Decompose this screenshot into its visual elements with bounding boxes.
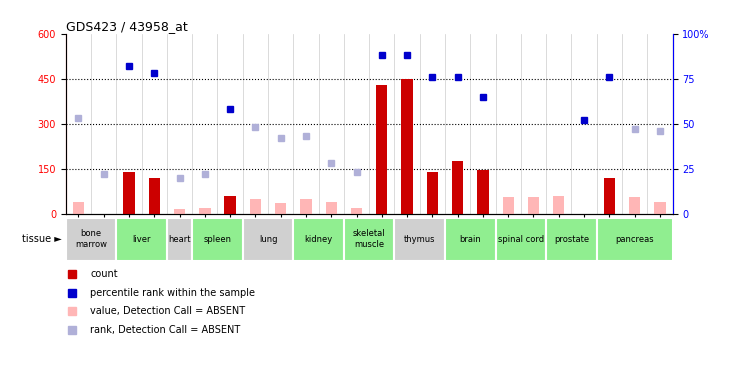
Text: percentile rank within the sample: percentile rank within the sample bbox=[90, 288, 255, 297]
Bar bbox=[445, 217, 496, 261]
Text: prostate: prostate bbox=[554, 235, 589, 244]
Bar bbox=[654, 202, 665, 214]
Text: brain: brain bbox=[459, 235, 481, 244]
Bar bbox=[452, 161, 463, 214]
Bar bbox=[300, 199, 311, 214]
Bar bbox=[351, 208, 362, 214]
Text: pancreas: pancreas bbox=[616, 235, 654, 244]
Bar bbox=[66, 217, 116, 261]
Text: kidney: kidney bbox=[305, 235, 333, 244]
Bar bbox=[167, 217, 192, 261]
Bar bbox=[124, 172, 135, 214]
Bar bbox=[344, 217, 395, 261]
Text: bone
marrow: bone marrow bbox=[75, 230, 107, 249]
Bar bbox=[293, 217, 344, 261]
Text: tissue ►: tissue ► bbox=[23, 234, 62, 244]
Bar bbox=[401, 79, 413, 214]
Bar bbox=[275, 203, 287, 214]
Text: count: count bbox=[90, 269, 118, 279]
Bar bbox=[629, 197, 640, 214]
Bar bbox=[148, 178, 160, 214]
Bar bbox=[116, 217, 167, 261]
Text: lung: lung bbox=[259, 235, 277, 244]
Bar bbox=[73, 202, 84, 214]
Bar bbox=[395, 217, 445, 261]
Text: rank, Detection Call = ABSENT: rank, Detection Call = ABSENT bbox=[90, 325, 240, 335]
Bar bbox=[604, 178, 615, 214]
Bar bbox=[199, 208, 211, 214]
Bar bbox=[496, 217, 546, 261]
Bar bbox=[546, 217, 596, 261]
Text: liver: liver bbox=[132, 235, 151, 244]
Bar bbox=[376, 85, 387, 214]
Text: heart: heart bbox=[168, 235, 191, 244]
Text: skeletal
muscle: skeletal muscle bbox=[353, 230, 385, 249]
Text: spinal cord: spinal cord bbox=[498, 235, 544, 244]
Text: GDS423 / 43958_at: GDS423 / 43958_at bbox=[66, 20, 188, 33]
Bar bbox=[528, 197, 539, 214]
Bar bbox=[325, 202, 337, 214]
Bar bbox=[477, 170, 488, 214]
Bar bbox=[427, 172, 438, 214]
Bar bbox=[250, 199, 261, 214]
Bar bbox=[596, 217, 673, 261]
Bar bbox=[243, 217, 293, 261]
Bar bbox=[224, 196, 236, 214]
Bar bbox=[553, 196, 564, 214]
Bar bbox=[192, 217, 243, 261]
Text: spleen: spleen bbox=[203, 235, 232, 244]
Bar bbox=[174, 209, 185, 214]
Bar bbox=[502, 197, 514, 214]
Text: value, Detection Call = ABSENT: value, Detection Call = ABSENT bbox=[90, 306, 245, 316]
Text: thymus: thymus bbox=[404, 235, 436, 244]
